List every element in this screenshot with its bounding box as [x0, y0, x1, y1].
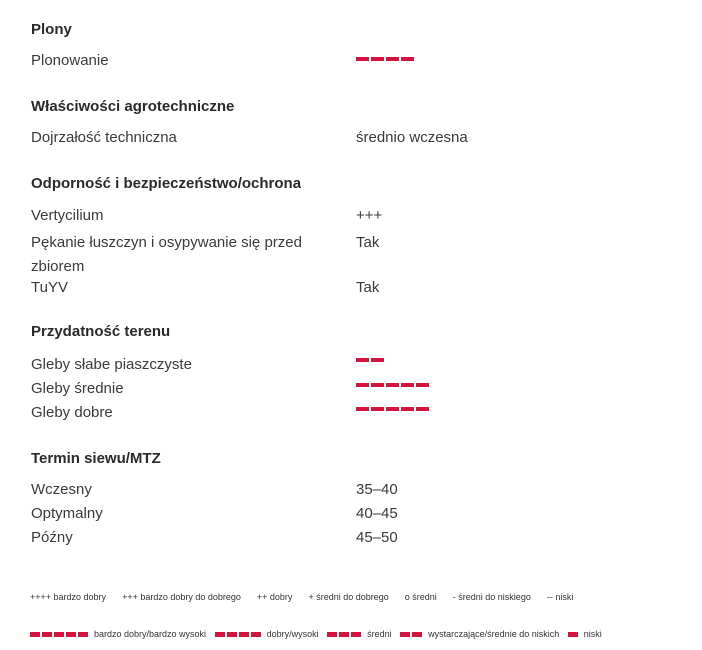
- legend-item: + średni do dobrego: [308, 592, 389, 602]
- bar-segment: [386, 57, 399, 61]
- bar-segment: [356, 57, 369, 61]
- legend-item: o średni: [404, 592, 437, 602]
- section-title: Termin siewu/MTZ: [31, 450, 161, 467]
- bar-segment: [386, 407, 399, 411]
- row-value: Tak: [356, 279, 380, 296]
- bar-segment: [416, 383, 429, 387]
- bar-segment: [412, 632, 423, 638]
- bar-segment: [416, 407, 429, 411]
- rating-bars: [356, 57, 414, 61]
- legend-bar-swatch: [214, 632, 261, 638]
- legend-item: bardzo dobry/bardzo wysoki: [94, 629, 207, 639]
- legend-bar-swatch: [400, 632, 423, 638]
- row-label: Gleby słabe piaszczyste: [31, 356, 192, 373]
- bar-segment: [356, 383, 369, 387]
- legend-bar-swatch: [327, 632, 362, 638]
- legend-item: dobry/wysoki: [266, 629, 319, 639]
- row-value: Tak: [356, 234, 380, 251]
- legend-bar-swatch: [30, 632, 88, 638]
- row-label: Gleby średnie: [31, 380, 124, 397]
- bar-segment: [327, 632, 338, 638]
- bar-segment: [66, 632, 76, 638]
- row-value: +++: [356, 207, 383, 224]
- bar-segment: [42, 632, 52, 638]
- legend-item: niski: [583, 629, 602, 639]
- row-label: Wczesny: [31, 481, 92, 498]
- row-label: Późny: [31, 529, 73, 546]
- row-value: 35–40: [356, 481, 398, 498]
- row-value: 45–50: [356, 529, 398, 546]
- legend-item: ++++ bardzo dobry: [30, 592, 107, 602]
- bar-segment: [371, 407, 384, 411]
- row-label: Optymalny: [31, 505, 103, 522]
- bar-segment: [351, 632, 362, 638]
- legend-item: średni: [367, 629, 392, 639]
- section-title: Odporność i bezpieczeństwo/ochrona: [31, 175, 302, 192]
- bar-segment: [371, 383, 384, 387]
- section-title: Właściwości agrotechniczne: [31, 98, 235, 115]
- bar-segment: [78, 632, 88, 638]
- bar-segment: [371, 57, 384, 61]
- legend-symbols: ++++ bardzo dobry +++ bardzo dobry do dob…: [30, 592, 573, 602]
- bar-segment: [567, 632, 578, 638]
- row-label: Pękanie łuszczyn i osypywanie się przed …: [31, 234, 302, 275]
- row-label: Vertycilium: [31, 207, 104, 224]
- bar-segment: [401, 407, 414, 411]
- section-title: Przydatność terenu: [31, 323, 171, 340]
- section-title: Plony: [31, 21, 72, 38]
- legend-item: +++ bardzo dobry do dobrego: [122, 592, 241, 602]
- bar-segment: [226, 632, 237, 638]
- row-value: średnio wczesna: [356, 129, 468, 146]
- bar-segment: [356, 407, 369, 411]
- bar-segment: [401, 383, 414, 387]
- bar-segment: [401, 57, 414, 61]
- bar-segment: [54, 632, 64, 638]
- legend-item: wystarczające/średnie do niskich: [428, 629, 560, 639]
- bar-segment: [250, 632, 261, 638]
- legend-item: - średni do niskiego: [452, 592, 531, 602]
- row-label: Dojrzałość techniczna: [31, 129, 177, 146]
- bar-segment: [30, 632, 40, 638]
- bar-segment: [238, 632, 249, 638]
- legend-item: -- niski: [546, 592, 574, 602]
- legend-item: ++ dobry: [256, 592, 293, 602]
- legend-bars: bardzo dobry/bardzo wysoki dobry/wysoki …: [30, 629, 602, 639]
- row-value: 40–45: [356, 505, 398, 522]
- rating-bars: [356, 407, 429, 411]
- bar-segment: [339, 632, 350, 638]
- bar-segment: [371, 358, 384, 362]
- rating-bars: [356, 383, 429, 387]
- row-label: Plonowanie: [31, 52, 109, 69]
- bar-segment: [214, 632, 225, 638]
- legend-bar-swatch: [567, 632, 578, 638]
- bar-segment: [356, 358, 369, 362]
- bar-segment: [400, 632, 411, 638]
- row-label: TuYV: [31, 279, 68, 296]
- rating-bars: [356, 358, 384, 362]
- bar-segment: [386, 383, 399, 387]
- row-label: Gleby dobre: [31, 404, 113, 421]
